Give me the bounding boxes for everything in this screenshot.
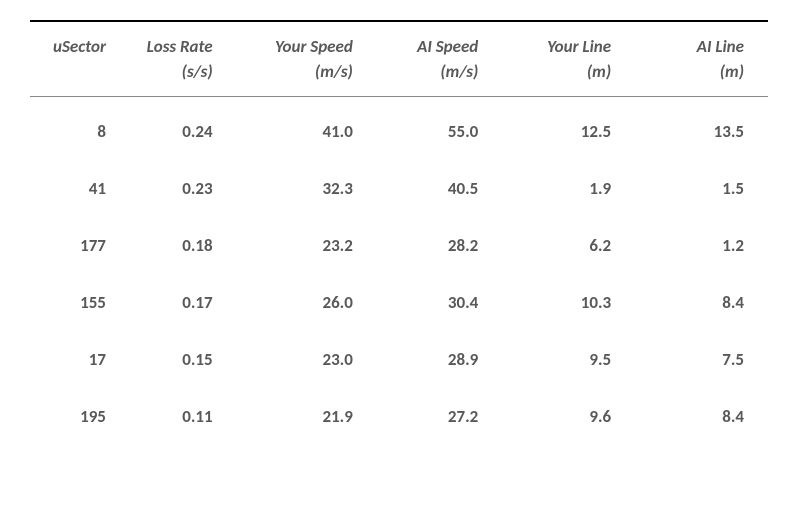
col-unit-yourline: (m) (502, 61, 635, 97)
cell-yourspeed: 23.2 (237, 217, 377, 274)
col-header-ailine: AI Line (635, 21, 768, 61)
table-row: 17 0.15 23.0 28.9 9.5 7.5 (30, 331, 768, 388)
cell-yourline: 9.6 (502, 388, 635, 445)
cell-ailine: 7.5 (635, 331, 768, 388)
cell-lossrate: 0.11 (126, 388, 237, 445)
table-row: 177 0.18 23.2 28.2 6.2 1.2 (30, 217, 768, 274)
cell-yourspeed: 21.9 (237, 388, 377, 445)
col-unit-aispeed: (m/s) (377, 61, 502, 97)
cell-aispeed: 28.9 (377, 331, 502, 388)
cell-usector: 155 (30, 274, 126, 331)
col-unit-ailine: (m) (635, 61, 768, 97)
cell-yourline: 12.5 (502, 97, 635, 161)
table-header-row-units: (s/s) (m/s) (m/s) (m) (m) (30, 61, 768, 97)
cell-usector: 177 (30, 217, 126, 274)
cell-aispeed: 40.5 (377, 160, 502, 217)
cell-lossrate: 0.15 (126, 331, 237, 388)
cell-aispeed: 30.4 (377, 274, 502, 331)
col-unit-usector (30, 61, 126, 97)
cell-ailine: 13.5 (635, 97, 768, 161)
cell-aispeed: 28.2 (377, 217, 502, 274)
cell-lossrate: 0.24 (126, 97, 237, 161)
cell-yourline: 6.2 (502, 217, 635, 274)
cell-usector: 8 (30, 97, 126, 161)
cell-ailine: 1.2 (635, 217, 768, 274)
cell-ailine: 1.5 (635, 160, 768, 217)
col-unit-lossrate: (s/s) (126, 61, 237, 97)
cell-usector: 195 (30, 388, 126, 445)
col-header-aispeed: AI Speed (377, 21, 502, 61)
table-row: 8 0.24 41.0 55.0 12.5 13.5 (30, 97, 768, 161)
cell-yourline: 1.9 (502, 160, 635, 217)
cell-usector: 17 (30, 331, 126, 388)
cell-lossrate: 0.23 (126, 160, 237, 217)
table-header: uSector Loss Rate Your Speed AI Speed Yo… (30, 21, 768, 97)
cell-ailine: 8.4 (635, 388, 768, 445)
cell-aispeed: 55.0 (377, 97, 502, 161)
table-body: 8 0.24 41.0 55.0 12.5 13.5 41 0.23 32.3 … (30, 97, 768, 446)
cell-usector: 41 (30, 160, 126, 217)
cell-ailine: 8.4 (635, 274, 768, 331)
cell-yourline: 9.5 (502, 331, 635, 388)
col-header-usector: uSector (30, 21, 126, 61)
table-row: 195 0.11 21.9 27.2 9.6 8.4 (30, 388, 768, 445)
cell-lossrate: 0.17 (126, 274, 237, 331)
col-header-yourspeed: Your Speed (237, 21, 377, 61)
cell-yourspeed: 41.0 (237, 97, 377, 161)
col-header-yourline: Your Line (502, 21, 635, 61)
cell-lossrate: 0.18 (126, 217, 237, 274)
cell-yourline: 10.3 (502, 274, 635, 331)
cell-yourspeed: 23.0 (237, 331, 377, 388)
col-unit-yourspeed: (m/s) (237, 61, 377, 97)
table-row: 41 0.23 32.3 40.5 1.9 1.5 (30, 160, 768, 217)
col-header-lossrate: Loss Rate (126, 21, 237, 61)
sector-data-table: uSector Loss Rate Your Speed AI Speed Yo… (30, 20, 768, 445)
cell-aispeed: 27.2 (377, 388, 502, 445)
table-row: 155 0.17 26.0 30.4 10.3 8.4 (30, 274, 768, 331)
cell-yourspeed: 32.3 (237, 160, 377, 217)
table-header-row-labels: uSector Loss Rate Your Speed AI Speed Yo… (30, 21, 768, 61)
cell-yourspeed: 26.0 (237, 274, 377, 331)
